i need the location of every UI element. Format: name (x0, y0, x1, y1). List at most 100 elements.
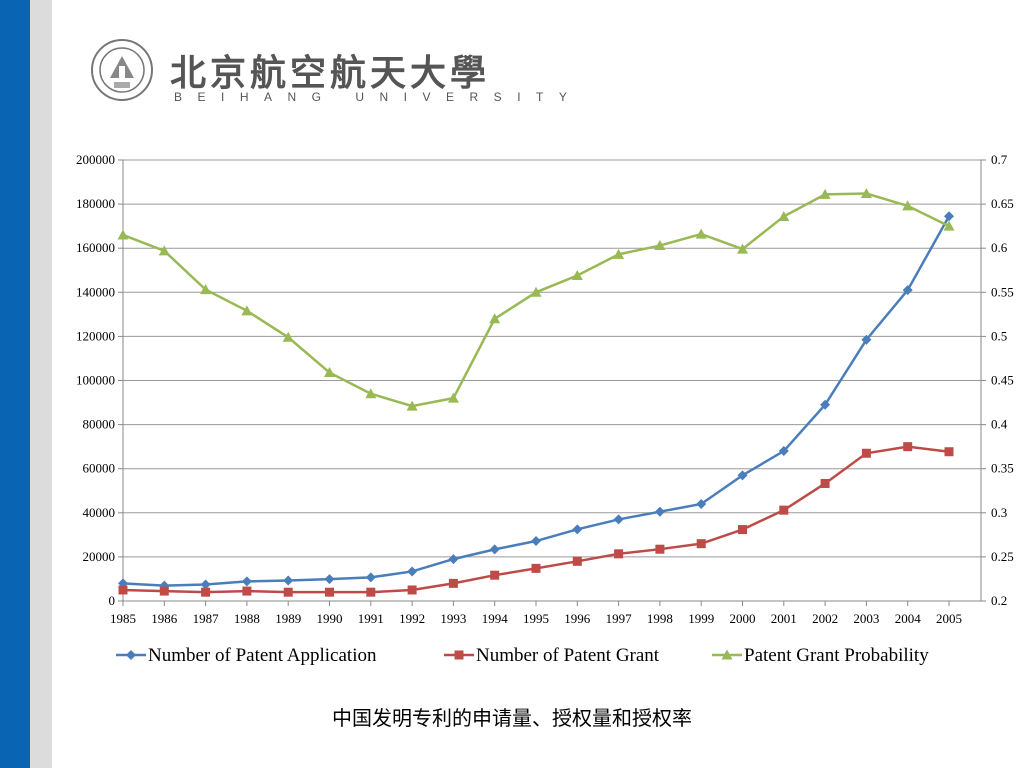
data-point-2 (613, 248, 625, 259)
data-point-1 (448, 578, 458, 588)
y-left-tick-label: 200000 (76, 152, 115, 167)
data-point-1 (903, 442, 913, 452)
data-point-2 (902, 200, 914, 211)
university-seal-icon (91, 39, 153, 101)
x-tick-label: 1997 (606, 611, 633, 626)
data-point-2 (489, 313, 501, 324)
y-right-tick-label: 0.7 (991, 152, 1008, 167)
data-point-0 (489, 544, 500, 555)
data-point-2 (117, 229, 129, 240)
y-right-tick-label: 0.3 (991, 505, 1007, 520)
y-right-tick-label: 0.4 (991, 417, 1008, 432)
data-point-0 (820, 399, 831, 410)
data-point-0 (324, 574, 335, 585)
data-point-0 (861, 334, 872, 345)
data-point-2 (282, 331, 294, 342)
data-point-2 (778, 210, 790, 221)
x-tick-label: 1999 (688, 611, 714, 626)
y-left-tick-label: 180000 (76, 196, 115, 211)
x-tick-label: 2003 (853, 611, 879, 626)
x-tick-label: 1994 (482, 611, 509, 626)
chart-caption: 中国发明专利的申请量、授权量和授权率 (332, 706, 692, 730)
data-point-1 (490, 570, 500, 580)
data-point-1 (407, 585, 417, 595)
data-point-2 (447, 392, 459, 403)
data-point-0 (696, 498, 707, 509)
series-line-2 (122, 192, 950, 408)
data-point-2 (819, 188, 831, 199)
x-tick-label: 1993 (440, 611, 466, 626)
data-point-1 (820, 478, 830, 488)
data-point-2 (158, 245, 170, 256)
legend-marker (126, 650, 136, 660)
data-point-1 (201, 587, 211, 597)
data-point-2 (695, 228, 707, 239)
data-point-1 (531, 563, 541, 573)
sidebar-accent-bar (0, 0, 30, 768)
data-point-2 (943, 220, 955, 231)
y-left-tick-label: 140000 (76, 284, 115, 299)
data-point-2 (530, 286, 542, 297)
data-point-1 (366, 587, 376, 597)
x-tick-label: 1990 (317, 611, 343, 626)
data-point-2 (860, 188, 872, 199)
university-logo: 北京航空航天大學 BEIHANG UNIVERSITY (90, 38, 567, 110)
logo-chinese-name: 北京航空航天大學 (170, 53, 491, 94)
legend-marker (454, 650, 464, 660)
x-tick-label: 1995 (523, 611, 549, 626)
data-point-2 (737, 243, 748, 254)
legend-label: Number of Patent Application (148, 645, 377, 666)
data-point-0 (241, 576, 252, 587)
data-point-0 (944, 211, 954, 222)
data-point-0 (200, 579, 211, 590)
data-point-0 (283, 575, 294, 586)
data-point-2 (571, 270, 583, 281)
x-tick-label: 1985 (110, 611, 136, 626)
data-point-1 (159, 586, 169, 596)
data-point-1 (861, 448, 871, 458)
data-point-1 (325, 587, 334, 597)
x-tick-label: 1998 (647, 611, 673, 626)
y-left-tick-label: 120000 (76, 328, 115, 343)
x-tick-label: 1989 (275, 611, 301, 626)
x-tick-label: 1992 (399, 611, 425, 626)
y-left-tick-label: 60000 (83, 461, 116, 476)
y-right-tick-label: 0.6 (991, 240, 1008, 255)
data-point-1 (118, 585, 128, 595)
data-point-2 (324, 367, 335, 378)
legend-marker (721, 649, 733, 660)
y-left-tick-label: 0 (109, 593, 116, 608)
x-tick-label: 1996 (564, 611, 591, 626)
data-point-0 (778, 446, 789, 457)
y-right-tick-label: 0.5 (991, 328, 1007, 343)
data-point-0 (572, 524, 583, 535)
y-left-tick-label: 100000 (76, 373, 115, 388)
data-point-1 (614, 549, 624, 559)
x-tick-label: 1991 (358, 611, 384, 626)
legend-label: Number of Patent Grant (476, 645, 660, 666)
x-tick-label: 1988 (234, 611, 260, 626)
logo-english-name: BEIHANG UNIVERSITY (174, 90, 583, 104)
y-left-tick-label: 80000 (83, 417, 116, 432)
x-tick-label: 2002 (812, 611, 838, 626)
data-point-1 (572, 556, 582, 566)
y-left-tick-label: 20000 (83, 549, 116, 564)
data-point-0 (365, 572, 376, 583)
data-point-2 (200, 284, 212, 295)
y-right-tick-label: 0.55 (991, 284, 1014, 299)
y-right-tick-label: 0.45 (991, 373, 1014, 388)
data-point-1 (944, 447, 954, 457)
y-right-tick-label: 0.25 (991, 549, 1014, 564)
x-tick-label: 2000 (730, 611, 756, 626)
data-point-2 (654, 240, 666, 251)
y-right-tick-label: 0.35 (991, 461, 1014, 476)
data-point-1 (779, 505, 789, 515)
data-point-1 (242, 586, 252, 596)
x-tick-label: 2004 (895, 611, 922, 626)
data-point-2 (365, 388, 377, 399)
sidebar-shade-bar (30, 0, 52, 768)
data-point-1 (655, 544, 665, 554)
data-point-0 (531, 536, 541, 547)
data-point-0 (407, 566, 418, 577)
data-point-0 (654, 506, 665, 517)
